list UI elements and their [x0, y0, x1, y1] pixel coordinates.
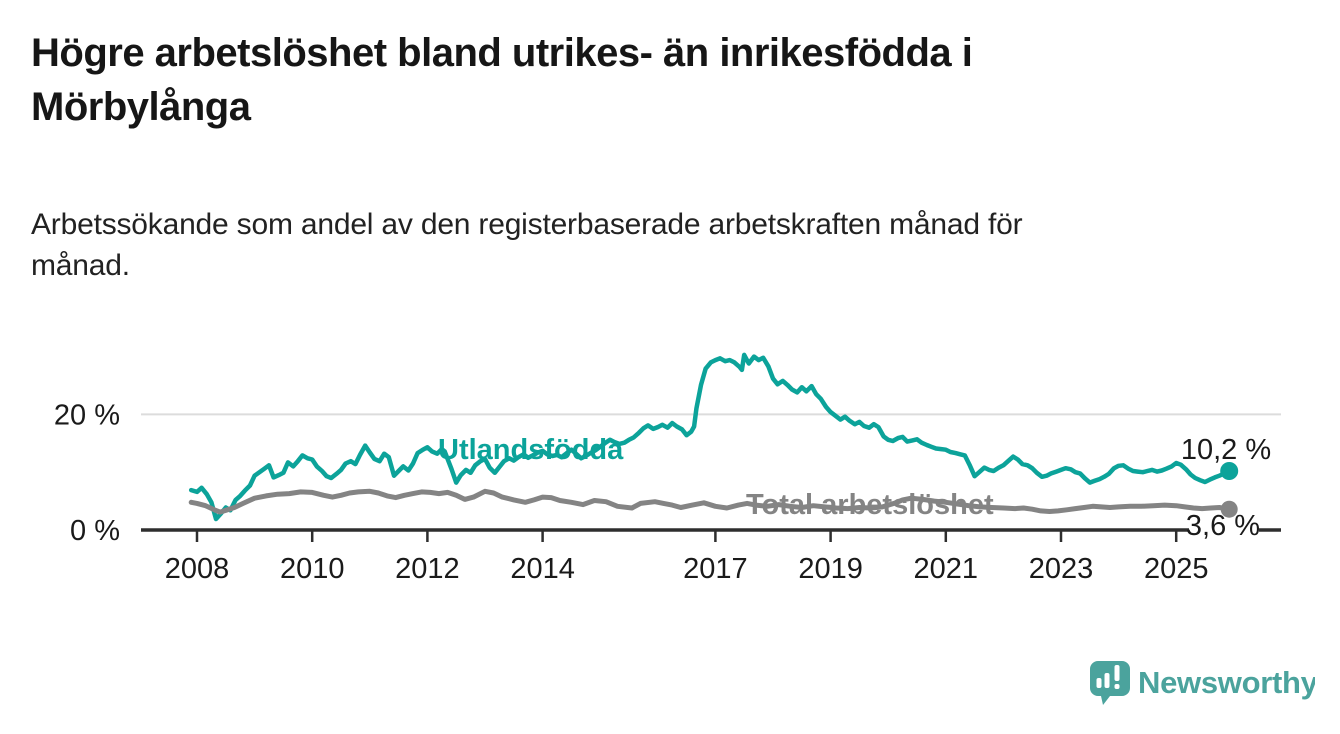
line-chart: 20 % 0 % 2008 2010 2012 2014 2017 2019 2021 2023… [54, 352, 1281, 585]
series-line-total [188, 488, 1232, 515]
newsworthy-logo-icon [1090, 661, 1130, 705]
series-lines-layer [188, 352, 1232, 522]
x-tick-label-2019: 2019 [798, 553, 863, 585]
grid-layer: 20 % 0 % [54, 399, 1281, 547]
x-tick-label-2014: 2014 [510, 553, 575, 585]
end-value-label-total: 3,6 % [1186, 510, 1260, 542]
end-label-background [1189, 516, 1259, 540]
x-tick-label-2021: 2021 [914, 553, 979, 585]
x-tick-label-2008: 2008 [165, 553, 230, 585]
newsworthy-logo: Newsworthy [1090, 661, 1315, 705]
end-value-label-utlandsfodda: 10,2 % [1181, 434, 1271, 466]
series-label-total-arbetsloshet: Total arbetslöshet [746, 489, 994, 521]
series-label-utlandsfodda: Utlandsfödda [438, 434, 624, 466]
x-tick-label-2023: 2023 [1029, 553, 1094, 585]
page-title-line1: Högre arbetslöshet bland utrikes- än inr… [31, 31, 973, 75]
newsworthy-logo-text: Newsworthy [1138, 665, 1315, 700]
page-title-line2: Mörbylånga [31, 85, 251, 129]
x-tick-label-2017: 2017 [683, 553, 748, 585]
bar-chart-glyph [1096, 665, 1120, 689]
x-axis: 2008 2010 2012 2014 2017 2019 2021 2023 2025 [141, 528, 1281, 585]
end-dot-total [1220, 500, 1238, 518]
y-axis-label-20: 20 % [54, 399, 120, 431]
y-axis-label-0: 0 % [70, 515, 120, 547]
series-line-utlandsfodda [188, 352, 1232, 522]
page-title: Högre arbetslöshet bland utrikes- än inr… [31, 26, 1261, 134]
chart-subtitle-line2: månad. [31, 249, 130, 283]
speech-bubble-icon [1090, 661, 1130, 705]
x-tick-label-2012: 2012 [395, 553, 460, 585]
end-dot-utlandsfodda [1220, 462, 1239, 480]
x-tick-label-2010: 2010 [280, 553, 345, 585]
x-tick-label-2025: 2025 [1144, 553, 1209, 585]
chart-subtitle: Arbetssökande som andel av den registerb… [31, 204, 1271, 287]
chart-subtitle-line1: Arbetssökande som andel av den registerb… [31, 208, 1023, 241]
